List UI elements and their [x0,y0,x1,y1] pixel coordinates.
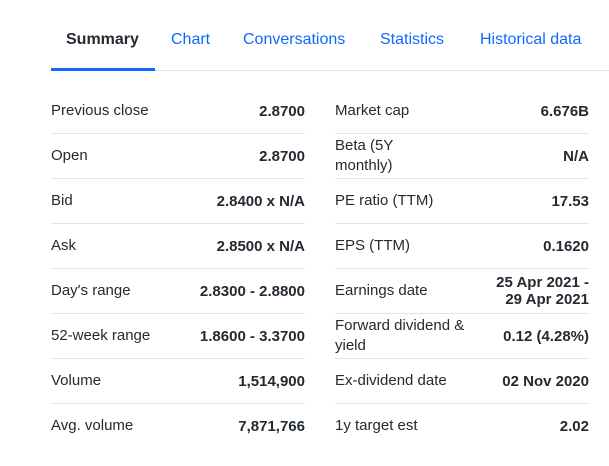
previous-close-value: 2.8700 [259,102,305,120]
beta-value: N/A [563,147,589,165]
tab-summary[interactable]: Summary [66,31,139,48]
eps-label: EPS (TTM) [335,237,410,254]
ask-value: 2.8500 x N/A [216,237,305,255]
forward-dividend-label: Forward dividend & yield [335,317,465,354]
target-est-label: 1y target est [335,417,418,434]
earnings-date-label: Earnings date [335,282,428,299]
pe-ratio-value: 17.53 [551,192,589,210]
beta-label: Beta (5Y monthly) [335,137,394,174]
avg-volume-value: 7,871,766 [238,417,305,435]
table-row: Ex-dividend date 02 Nov 2020 [335,359,589,404]
volume-label: Volume [51,372,102,389]
summary-left-table: Previous close 2.8700 Open 2.8700 Bid 2.… [51,89,305,448]
table-row: PE ratio (TTM) 17.53 [335,179,589,224]
table-row: Previous close 2.8700 [51,89,305,134]
tab-statistics[interactable]: Statistics [380,31,445,48]
table-row: EPS (TTM) 0.1620 [335,224,589,269]
table-row: Volume 1,514,900 [51,359,305,404]
eps-value: 0.1620 [543,237,589,255]
open-label: Open [51,147,88,164]
tab-historical-data[interactable]: Historical data [480,31,582,48]
open-value: 2.8700 [259,147,305,165]
table-row: Day's range 2.8300 - 2.8800 [51,269,305,314]
ex-dividend-date-value: 02 Nov 2020 [502,372,589,390]
summary-right-table: Market cap 6.676B Beta (5Y monthly) N/A … [335,89,589,448]
table-row: Forward dividend & yield 0.12 (4.28%) [335,314,589,359]
table-row: Market cap 6.676B [335,89,589,134]
52-week-range-label: 52-week range [51,327,151,344]
52-week-range-value: 1.8600 - 3.3700 [199,327,305,345]
table-row: 1y target est 2.02 [335,404,589,448]
tab-conversations[interactable]: Conversations [243,31,346,48]
earnings-date-value: 25 Apr 2021 - 29 Apr 2021 [496,274,589,308]
ask-label: Ask [51,237,77,254]
table-row: 52-week range 1.8600 - 3.3700 [51,314,305,359]
table-row: Open 2.8700 [51,134,305,179]
pe-ratio-label: PE ratio (TTM) [335,192,434,209]
bid-value: 2.8400 x N/A [216,192,305,210]
tab-chart[interactable]: Chart [171,31,211,48]
market-cap-value: 6.676B [540,102,589,120]
volume-value: 1,514,900 [238,372,305,390]
active-tab-indicator [51,68,155,71]
table-row: Bid 2.8400 x N/A [51,179,305,224]
table-row: Beta (5Y monthly) N/A [335,134,589,179]
table-row: Avg. volume 7,871,766 [51,404,305,448]
market-cap-label: Market cap [335,102,410,119]
previous-close-label: Previous close [51,102,149,119]
table-row: Ask 2.8500 x N/A [51,224,305,269]
bid-label: Bid [51,192,73,209]
tabs-divider [51,70,609,71]
days-range-label: Day's range [51,282,131,299]
days-range-value: 2.8300 - 2.8800 [199,282,305,300]
forward-dividend-value: 0.12 (4.28%) [503,327,589,345]
table-row: Earnings date 25 Apr 2021 - 29 Apr 2021 [335,269,589,314]
quote-tabs: Summary Chart Conversations Statistics H… [0,0,609,71]
ex-dividend-date-label: Ex-dividend date [335,372,447,389]
avg-volume-label: Avg. volume [51,417,134,434]
target-est-value: 2.02 [559,417,589,435]
